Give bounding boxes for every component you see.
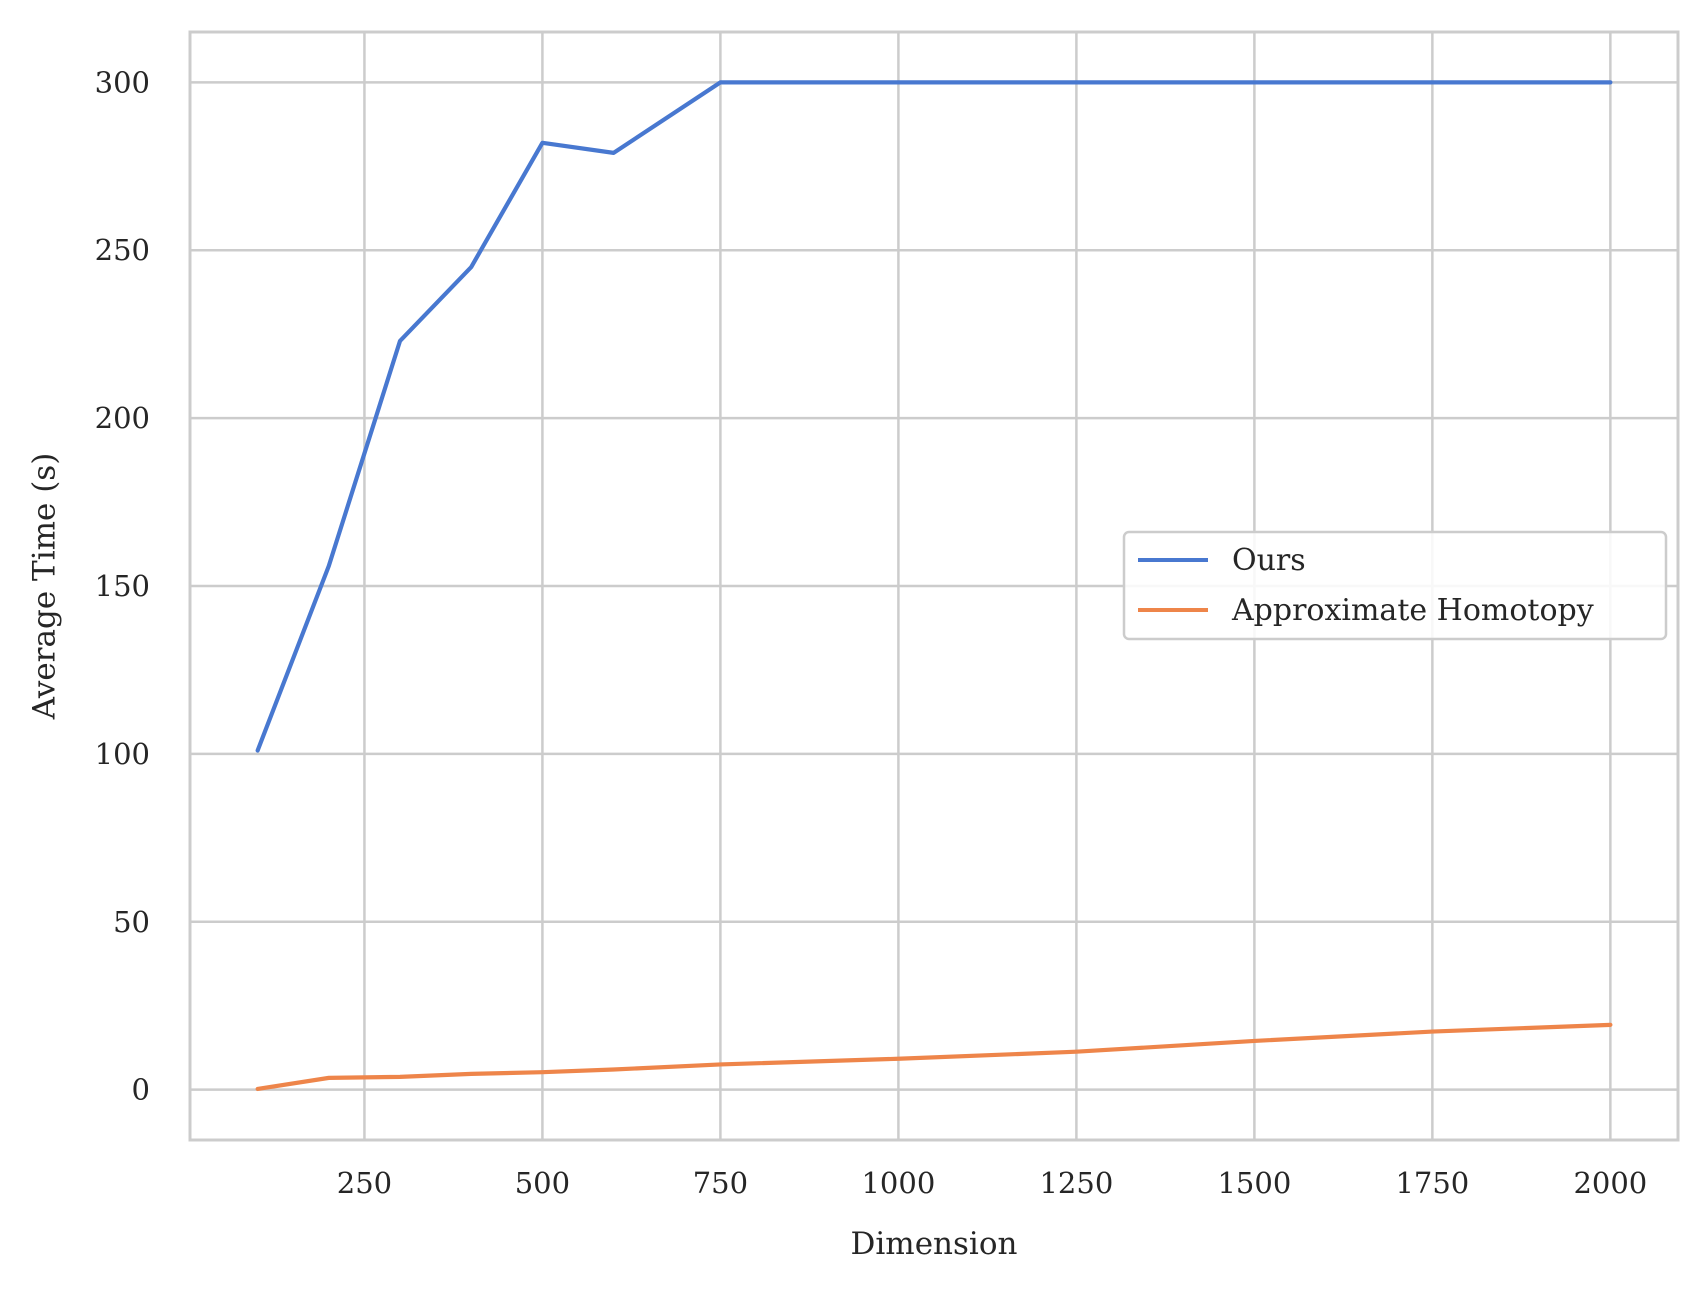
x-axis-label: Dimension — [851, 1226, 1018, 1262]
x-tick-label: 750 — [693, 1166, 748, 1200]
x-tick-label: 1500 — [1217, 1166, 1291, 1200]
y-tick-label: 150 — [95, 569, 150, 603]
y-tick-label: 250 — [95, 233, 150, 267]
x-tick-label: 250 — [337, 1166, 392, 1200]
y-tick-label: 300 — [95, 65, 150, 99]
legend-label-approximate-homotopy: Approximate Homotopy — [1231, 593, 1594, 628]
legend: Ours Approximate Homotopy — [1124, 532, 1666, 639]
y-tick-label: 100 — [95, 737, 150, 771]
x-tick-label: 1250 — [1039, 1166, 1113, 1200]
x-tick-label: 500 — [515, 1166, 570, 1200]
y-tick-label: 0 — [132, 1073, 150, 1107]
x-tick-label: 2000 — [1573, 1166, 1647, 1200]
y-axis-label: Average Time (s) — [27, 453, 63, 721]
x-tick-label: 1000 — [861, 1166, 935, 1200]
y-tick-label: 200 — [95, 401, 150, 435]
y-tick-label: 50 — [113, 905, 150, 939]
legend-label-ours: Ours — [1232, 543, 1306, 578]
x-tick-label: 1750 — [1395, 1166, 1469, 1200]
